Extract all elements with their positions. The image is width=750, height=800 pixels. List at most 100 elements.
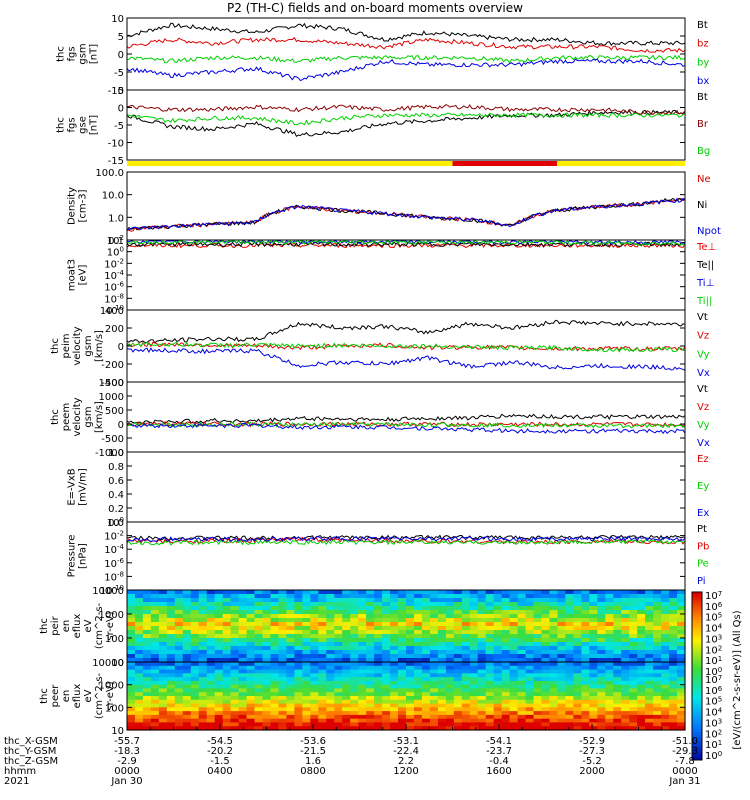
spectrogram-cell (310, 696, 319, 701)
spectrogram-cell (302, 614, 311, 619)
spectrogram-cell (525, 594, 535, 599)
spectrogram-cell (342, 669, 351, 674)
orbit-value: -20.2 (207, 746, 233, 757)
spectrogram-cell (525, 680, 535, 686)
orbit-row-label: thc_Y-GSM (4, 746, 56, 757)
spectrogram-cell (382, 638, 391, 643)
spectrogram-cell (509, 692, 519, 697)
spectrogram-cell (262, 598, 272, 603)
spectrogram-cell (262, 714, 272, 720)
spectrogram-cell (421, 610, 431, 615)
spectrogram-cell (262, 626, 272, 631)
y-tick-label: 400 (105, 306, 124, 317)
spectrogram-cell (661, 696, 670, 701)
y-axis-label: Pressure (67, 535, 78, 578)
spectrogram-cell (605, 688, 614, 693)
spectrogram-cell (445, 718, 455, 724)
spectrogram-cell (669, 614, 678, 619)
spectrogram-cell (533, 598, 543, 603)
spectrogram-cell (398, 707, 407, 712)
spectrogram-cell (485, 684, 495, 690)
spectrogram-cell (302, 626, 311, 631)
spectrogram-cell (541, 606, 551, 611)
spectrogram-cell (158, 650, 168, 655)
spectrogram-cell (286, 726, 295, 731)
spectrogram-cell (669, 642, 678, 647)
spectrogram-cell (453, 707, 463, 712)
spectrogram-cell (597, 626, 606, 631)
spectrogram-cell (190, 673, 200, 678)
spectrogram-cell (437, 602, 447, 607)
spectrogram-cell (198, 654, 208, 659)
spectrogram-cell (406, 650, 415, 655)
y-tick-label: 10-6 (104, 557, 124, 570)
spectrogram-cell (517, 654, 527, 659)
spectrogram-cell (127, 711, 136, 716)
spectrogram-cell (222, 610, 232, 615)
spectrogram-cell (182, 634, 192, 639)
spectrogram-cell (190, 711, 200, 716)
spectrogram-cell (182, 677, 192, 682)
spectrogram-cell (621, 658, 630, 663)
spectrogram-cell (485, 630, 495, 635)
spectrogram-cell (429, 602, 439, 607)
orbit-value: 1.6 (305, 756, 321, 767)
spectrogram-cell (414, 703, 423, 708)
spectrogram-cell (653, 714, 662, 720)
spectrogram-cell (302, 646, 311, 651)
spectrogram-cell (677, 680, 686, 686)
spectrogram-cell (501, 598, 511, 603)
spectrogram-cell (629, 684, 638, 690)
spectrogram-cell (621, 630, 630, 635)
spectrogram-cell (414, 677, 423, 682)
spectrogram-cell (254, 590, 264, 595)
colorbar-cell (692, 664, 702, 669)
spectrogram-cell (477, 602, 487, 607)
spectrogram-cell (645, 699, 654, 705)
spectrogram-cell (262, 684, 272, 690)
spectrogram-cell (342, 680, 351, 686)
spectrogram-cell (406, 638, 415, 643)
spectrogram-cell (302, 594, 311, 599)
spectrogram-cell (541, 642, 551, 647)
spectrogram-cell (318, 654, 327, 659)
spectrogram-cell (406, 726, 415, 731)
spectrogram-cell (677, 718, 686, 724)
spectrogram-cell (661, 642, 670, 647)
spectrogram-cell (669, 718, 678, 724)
spectrogram-cell (677, 707, 686, 712)
spectrogram-cell (174, 626, 184, 631)
spectrogram-cell (150, 634, 160, 639)
spectrogram-cell (238, 622, 248, 627)
spectrogram-cell (230, 673, 240, 678)
spectrogram-cell (605, 618, 614, 623)
spectrogram-cell (453, 602, 463, 607)
spectrogram-cell (445, 650, 455, 655)
spectrogram-cell (421, 665, 431, 671)
spectrogram-cell (677, 646, 686, 651)
spectrogram-cell (565, 646, 574, 651)
spectrogram-cell (557, 718, 567, 724)
spectrogram-cell (350, 598, 359, 603)
spectrogram-cell (517, 688, 527, 693)
spectrogram-cell (414, 606, 423, 611)
spectrogram-cell (669, 618, 678, 623)
spectrogram-cell (485, 634, 495, 639)
spectrogram-cell (533, 699, 543, 705)
legend-entry: Pe (697, 559, 709, 570)
spectrogram-cell (350, 722, 359, 727)
spectrogram-cell (437, 594, 447, 599)
spectrogram-cell (198, 646, 208, 651)
spectrogram-cell (493, 614, 503, 619)
spectrogram-cell (190, 654, 200, 659)
spectrogram-cell (326, 692, 335, 697)
spectrogram-cell (653, 718, 662, 724)
spectrogram-cell (142, 602, 152, 607)
spectrogram-cell (589, 726, 598, 731)
spectrogram-cell (581, 602, 590, 607)
spectrogram-cell (414, 692, 423, 697)
spectrogram-cell (222, 602, 232, 607)
spectrogram-cell (342, 622, 351, 627)
spectrogram-cell (573, 677, 582, 682)
spectrogram-cell (613, 646, 622, 651)
